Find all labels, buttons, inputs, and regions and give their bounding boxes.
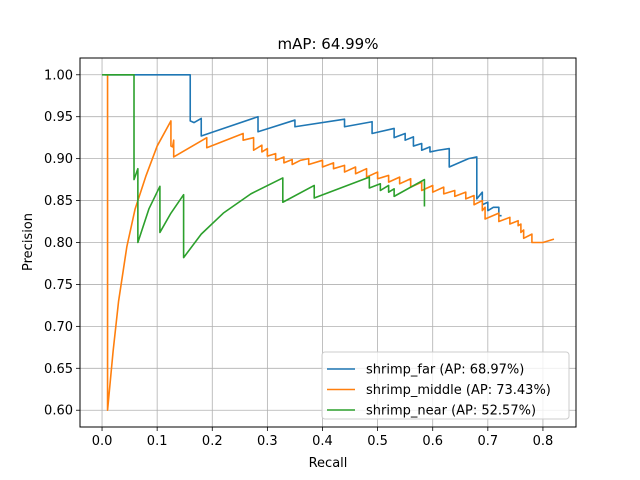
y-tick-label: 0.65 [44, 362, 73, 377]
legend-label-2: shrimp_near (AP: 52.57%) [366, 404, 536, 419]
legend-label-0: shrimp_far (AP: 68.97%) [366, 363, 524, 378]
x-tick-label: 0.8 [533, 434, 554, 449]
grid [80, 58, 576, 427]
legend-label-1: shrimp_middle (AP: 73.43%) [366, 383, 551, 398]
series-group [102, 73, 555, 412]
chart-title: mAP: 64.99% [278, 35, 379, 53]
x-tick-label: 0.2 [202, 434, 223, 449]
ticks: 0.0 0.1 0.2 0.3 0.4 0.5 0.6 0.7 0.8 0.60 0.65 0.70 0… [44, 68, 553, 449]
x-tick-label: 0.6 [422, 434, 443, 449]
series-line-0 [104, 73, 502, 217]
legend-box [321, 351, 570, 420]
x-tick-label: 0.4 [312, 434, 333, 449]
y-tick-label: 0.80 [44, 236, 73, 251]
x-axis-label: Recall [309, 456, 348, 471]
y-tick-label: 0.75 [44, 278, 73, 293]
series-line-1 [106, 74, 555, 412]
y-tick-label: 0.60 [44, 404, 73, 419]
series-layer [102, 73, 555, 412]
x-tick-label: 0.7 [477, 434, 498, 449]
legend: shrimp_far (AP: 68.97%) shrimp_middle (AP… [321, 351, 570, 420]
x-tick-label: 0.1 [147, 434, 168, 449]
y-tick-label: 1.00 [44, 68, 73, 83]
y-tick-label: 0.85 [44, 194, 73, 209]
y-axis-label: Precision [21, 213, 36, 271]
x-tick-label: 0.0 [92, 434, 113, 449]
y-tick-label: 0.95 [44, 110, 73, 125]
x-tick-label: 0.3 [257, 434, 278, 449]
y-tick-label: 0.70 [44, 320, 73, 335]
x-tick-label: 0.5 [367, 434, 388, 449]
series-line-2 [102, 73, 426, 259]
y-tick-label: 0.90 [44, 152, 73, 167]
